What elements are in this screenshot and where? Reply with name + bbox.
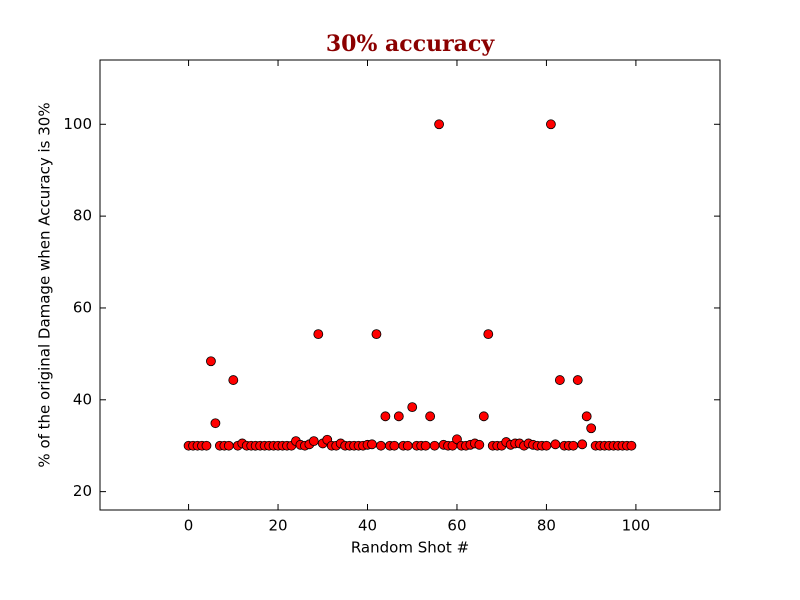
x-tick-label: 100 [622, 517, 651, 535]
data-point [581, 411, 592, 422]
data-point [541, 440, 552, 451]
x-tick-label: 0 [184, 517, 194, 535]
x-tick-label: 60 [447, 517, 466, 535]
data-point [577, 439, 588, 450]
data-point [407, 402, 418, 413]
plot-frame [99, 59, 721, 511]
data-point [393, 411, 404, 422]
data-point [389, 440, 400, 451]
data-point [546, 119, 556, 130]
data-point [402, 440, 413, 451]
data-point [206, 356, 216, 367]
data-point [550, 439, 561, 450]
data-point [572, 375, 583, 385]
data-point [228, 375, 239, 385]
data-point [308, 436, 319, 447]
data-point [626, 440, 637, 451]
x-axis-label: Random Shot # [351, 539, 469, 557]
data-point [568, 440, 579, 451]
data-point [478, 411, 489, 422]
data-point [420, 440, 431, 451]
data-point [313, 329, 324, 340]
data-point [201, 440, 212, 451]
data-point [474, 439, 485, 450]
data-point [434, 119, 444, 130]
data-point [371, 329, 382, 340]
x-tick-label: 20 [268, 517, 287, 535]
y-tick-label: 60 [73, 298, 92, 316]
y-axis-label: % of the original Damage when Accuracy i… [36, 102, 54, 467]
data-point [210, 418, 221, 429]
data-point [223, 440, 234, 451]
y-tick-label: 40 [73, 390, 92, 408]
data-point [380, 411, 391, 422]
data-point [429, 440, 440, 451]
data-point [376, 440, 386, 451]
data-point [367, 439, 377, 450]
y-tick-label: 100 [63, 115, 92, 133]
y-tick-label: 20 [73, 482, 92, 500]
data-point [586, 423, 597, 434]
x-tick-label: 40 [358, 517, 377, 535]
y-tick-label: 80 [73, 207, 92, 225]
data-point [554, 375, 565, 385]
chart-title: 30% accuracy [326, 31, 495, 57]
data-point [483, 329, 494, 340]
x-tick-label: 80 [537, 517, 556, 535]
data-point [425, 411, 436, 422]
